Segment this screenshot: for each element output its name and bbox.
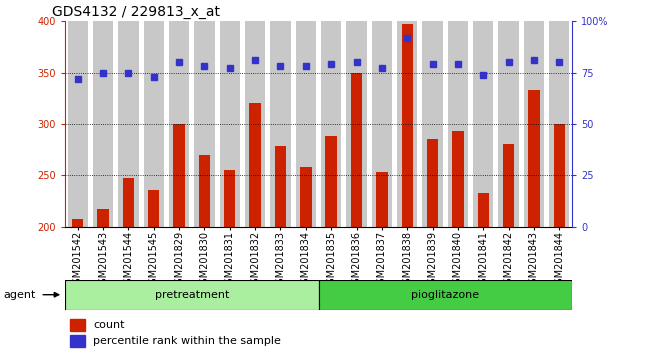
Bar xyxy=(275,147,286,227)
Bar xyxy=(524,21,544,227)
Bar xyxy=(549,21,569,227)
Bar xyxy=(321,21,341,227)
Text: percentile rank within the sample: percentile rank within the sample xyxy=(93,336,281,346)
Bar xyxy=(473,21,493,227)
Bar xyxy=(169,21,189,227)
Bar xyxy=(270,21,291,227)
Bar xyxy=(65,280,318,310)
Bar xyxy=(346,21,367,227)
Bar xyxy=(499,21,519,227)
Bar xyxy=(528,90,539,227)
Bar xyxy=(98,209,109,227)
Bar xyxy=(68,21,88,227)
Bar xyxy=(144,21,164,227)
Bar xyxy=(224,170,235,227)
Text: pioglitazone: pioglitazone xyxy=(411,290,479,300)
Bar xyxy=(250,103,261,227)
Bar xyxy=(397,21,417,227)
Bar xyxy=(194,21,214,227)
Bar xyxy=(503,144,514,227)
Bar xyxy=(402,24,413,227)
Bar xyxy=(351,73,362,227)
Bar xyxy=(245,21,265,227)
Bar xyxy=(174,124,185,227)
Bar xyxy=(448,21,468,227)
Bar xyxy=(376,172,387,227)
Bar xyxy=(72,219,83,227)
Text: count: count xyxy=(93,320,124,330)
Bar xyxy=(554,124,565,227)
Bar xyxy=(422,21,443,227)
Bar xyxy=(452,131,463,227)
Text: agent: agent xyxy=(3,290,36,300)
Bar xyxy=(372,21,392,227)
Bar xyxy=(300,167,311,227)
Bar xyxy=(118,21,138,227)
Bar xyxy=(199,155,210,227)
Bar xyxy=(70,335,85,347)
Text: pretreatment: pretreatment xyxy=(155,290,229,300)
Bar xyxy=(220,21,240,227)
Bar xyxy=(478,193,489,227)
Text: GDS4132 / 229813_x_at: GDS4132 / 229813_x_at xyxy=(52,5,220,19)
Bar xyxy=(318,280,572,310)
Bar xyxy=(326,136,337,227)
Bar xyxy=(296,21,316,227)
Bar xyxy=(93,21,113,227)
Bar xyxy=(123,178,134,227)
Bar xyxy=(427,139,438,227)
Bar xyxy=(70,319,85,331)
Bar xyxy=(148,190,159,227)
